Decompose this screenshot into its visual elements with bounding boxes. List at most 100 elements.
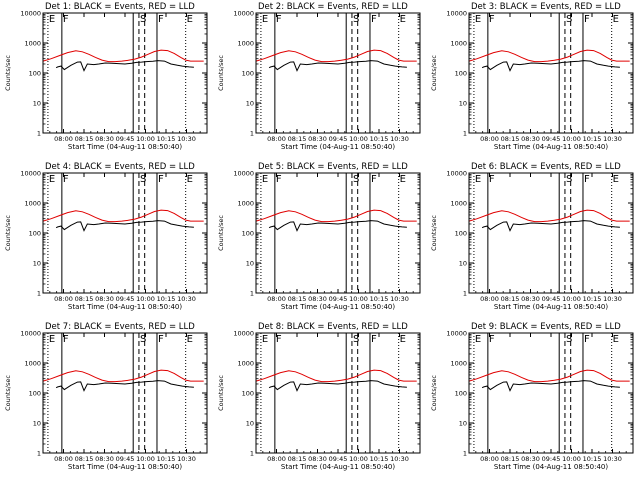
y-tick-label: 10 [33, 100, 41, 108]
lld-series-line [255, 209, 417, 223]
plot-frame [468, 332, 634, 454]
flag-label: F [158, 174, 164, 185]
y-tick-label: 10 [246, 100, 254, 108]
flag-label: E [400, 174, 406, 185]
y-tick-label: 10 [459, 100, 467, 108]
flag-label: E [49, 334, 55, 345]
lld-series-line [468, 209, 630, 223]
y-tick-label: 100 [29, 70, 41, 78]
flag-label: E [49, 14, 55, 25]
x-tick-label: 10:00 [349, 295, 368, 303]
x-tick-label: 10:30 [177, 295, 196, 303]
flag-label: S [140, 174, 146, 185]
y-tick-label: 1 [37, 290, 41, 298]
legend-text: : BLACK = Events, RED = LLD [494, 162, 621, 172]
y-tick-label: 10000 [233, 10, 254, 18]
flag-label: S [353, 14, 359, 25]
flag-label: E [475, 334, 481, 345]
flag-label: E [49, 174, 55, 185]
x-tick-label: 09:45 [329, 135, 348, 143]
y-tick-label: 1000 [450, 200, 467, 208]
flag-label: F [158, 334, 164, 345]
flag-label: F [276, 14, 282, 25]
x-tick-label: 10:15 [157, 455, 176, 463]
x-tick-label: 10:30 [390, 135, 409, 143]
detector-name: Det 5 [258, 162, 281, 172]
x-tick-label: 09:45 [542, 135, 561, 143]
flag-label: E [400, 14, 406, 25]
x-tick-label: 10:15 [370, 295, 389, 303]
y-axis-title: Counts/sec [430, 215, 438, 251]
x-tick-label: 08:30 [95, 295, 114, 303]
flag-label: F [584, 174, 590, 185]
x-tick-label: 08:30 [308, 455, 327, 463]
x-tick-label: 08:00 [480, 135, 499, 143]
x-tick-label: 08:15 [288, 135, 307, 143]
y-tick-label: 10 [459, 420, 467, 428]
x-tick-label: 09:45 [329, 295, 348, 303]
panel-det-3: Det 3: BLACK = Events, RED = LLD 1 10 100 10… [430, 2, 634, 151]
panel-title: Det 3: BLACK = Events, RED = LLD [471, 2, 621, 12]
x-axis-title: Start Time (04-Aug-11 08:50:40) [68, 143, 182, 151]
y-tick-label: 10000 [446, 170, 467, 178]
y-axis-title: Counts/sec [217, 375, 225, 411]
x-tick-label: 10:00 [136, 455, 155, 463]
flag-label: E [613, 174, 619, 185]
flag-label: F [63, 174, 69, 185]
y-tick-label: 100 [455, 70, 467, 78]
flag-label: E [613, 14, 619, 25]
x-tick-label: 10:15 [583, 135, 602, 143]
y-tick-label: 100 [29, 390, 41, 398]
x-tick-label: 09:45 [116, 135, 135, 143]
x-tick-label: 08:15 [288, 295, 307, 303]
x-tick-label: 10:15 [583, 295, 602, 303]
events-series-line [268, 380, 407, 392]
flag-label: E [187, 14, 193, 25]
flag-label: F [584, 14, 590, 25]
x-tick-label: 08:00 [267, 135, 286, 143]
flag-label: E [262, 14, 268, 25]
x-tick-label: 10:00 [136, 135, 155, 143]
legend-text: : BLACK = Events, RED = LLD [281, 162, 408, 172]
x-tick-label: 08:30 [521, 295, 540, 303]
panel-det-7: Det 7: BLACK = Events, RED = LLD 1 10 100 10… [4, 322, 208, 471]
y-tick-label: 1 [250, 290, 254, 298]
legend-text: : BLACK = Events, RED = LLD [68, 162, 195, 172]
flag-label: F [584, 334, 590, 345]
flag-label: F [371, 14, 377, 25]
x-tick-label: 08:00 [480, 295, 499, 303]
detector-name: Det 8 [258, 322, 281, 332]
x-tick-label: 08:15 [288, 455, 307, 463]
panel-det-8: Det 8: BLACK = Events, RED = LLD 1 10 100 10… [217, 322, 421, 471]
x-tick-label: 10:00 [562, 455, 581, 463]
y-axis-title: Counts/sec [430, 375, 438, 411]
x-tick-label: 10:00 [136, 295, 155, 303]
flag-label: E [400, 334, 406, 345]
x-axis-title: Start Time (04-Aug-11 08:50:40) [281, 143, 395, 151]
x-tick-label: 10:00 [562, 295, 581, 303]
panel-det-9: Det 9: BLACK = Events, RED = LLD 1 10 100 10… [430, 322, 634, 471]
plot-frame [468, 172, 634, 294]
flag-label: E [187, 334, 193, 345]
y-tick-label: 1 [463, 290, 467, 298]
x-tick-label: 09:45 [116, 295, 135, 303]
x-tick-label: 08:00 [54, 135, 73, 143]
events-series-line [55, 220, 194, 232]
y-tick-label: 10 [246, 260, 254, 268]
x-tick-label: 10:30 [603, 455, 622, 463]
panel-det-6: Det 6: BLACK = Events, RED = LLD 1 10 100 10… [430, 162, 634, 311]
x-tick-label: 08:15 [75, 295, 94, 303]
x-tick-label: 09:45 [542, 295, 561, 303]
flag-label: F [489, 334, 495, 345]
detector-name: Det 6 [471, 162, 494, 172]
y-tick-label: 10000 [20, 170, 41, 178]
events-series-line [481, 60, 620, 72]
detector-name: Det 4 [45, 162, 68, 172]
x-tick-label: 10:30 [603, 295, 622, 303]
y-tick-label: 100 [242, 70, 254, 78]
flag-label: S [566, 14, 572, 25]
x-tick-label: 10:30 [390, 295, 409, 303]
panel-title: Det 7: BLACK = Events, RED = LLD [45, 322, 195, 332]
x-tick-label: 08:00 [54, 455, 73, 463]
flag-label: F [371, 334, 377, 345]
